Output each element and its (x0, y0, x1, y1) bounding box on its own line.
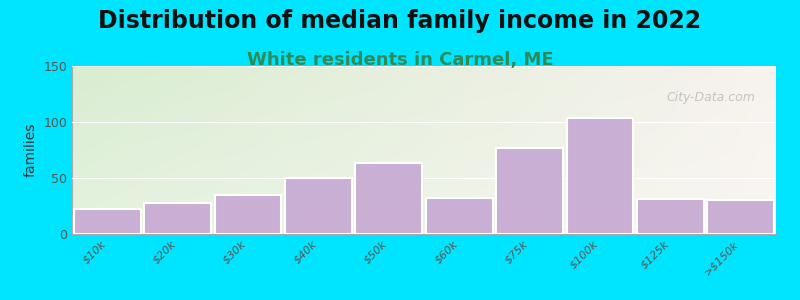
Y-axis label: families: families (24, 123, 38, 177)
Bar (355, 164, 422, 234)
Bar (496, 148, 563, 234)
Bar (285, 178, 352, 234)
Text: Distribution of median family income in 2022: Distribution of median family income in … (98, 9, 702, 33)
Bar (426, 198, 493, 234)
Bar (214, 195, 282, 234)
Bar (566, 118, 634, 234)
Bar (144, 202, 211, 234)
Bar (707, 200, 774, 234)
Bar (637, 199, 704, 234)
Bar (74, 209, 141, 234)
Text: City-Data.com: City-Data.com (666, 91, 755, 104)
Text: White residents in Carmel, ME: White residents in Carmel, ME (246, 51, 554, 69)
